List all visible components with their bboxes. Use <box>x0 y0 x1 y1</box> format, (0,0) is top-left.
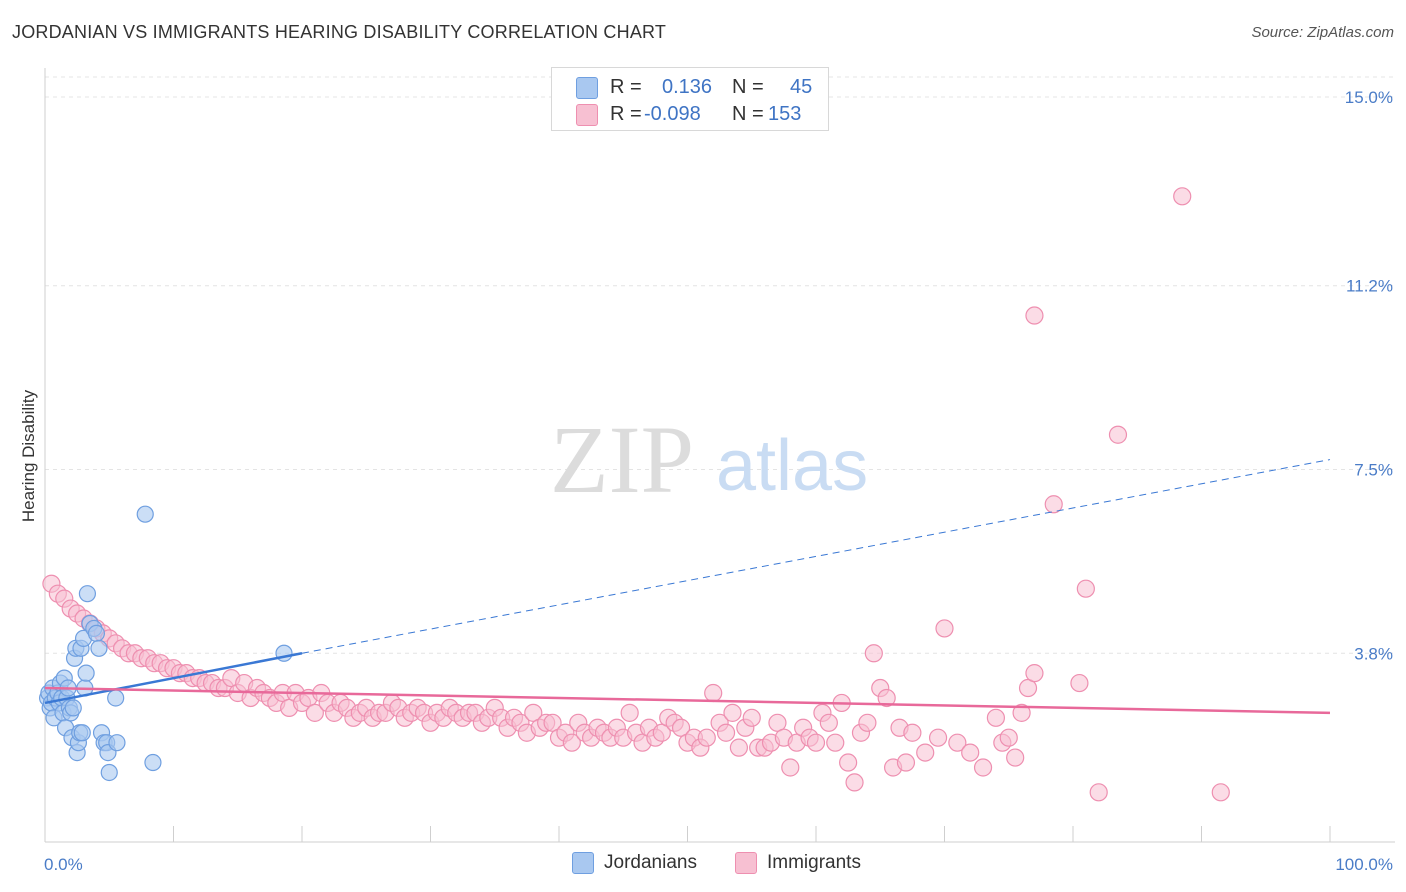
jordanians-trend-dashed <box>301 459 1331 654</box>
immigrants-point <box>948 733 967 752</box>
legend-r-label: R = <box>610 75 642 98</box>
immigrants-point <box>716 723 736 742</box>
legend-r-label: R = <box>610 102 642 125</box>
immigrants-point <box>1173 187 1192 206</box>
legend-item-jordanians[interactable]: Jordanians <box>572 852 697 874</box>
y-axis-label: Hearing Disability <box>19 389 38 522</box>
jordanians-point <box>78 585 97 603</box>
x-tick-labels: 0.0% 100.0% <box>44 855 1393 874</box>
jordanians-point <box>64 699 82 717</box>
axes <box>44 68 1395 843</box>
immigrants-point <box>729 738 749 757</box>
jordanians-point <box>107 689 125 707</box>
immigrants-point <box>928 728 948 747</box>
immigrants-point <box>806 733 826 752</box>
legend-n-label: N = <box>732 75 764 98</box>
jordanians-point <box>90 639 108 657</box>
immigrants-point <box>1108 425 1128 444</box>
immigrants-point <box>1025 664 1044 683</box>
immigrants-point <box>845 773 864 792</box>
jordanians-point <box>100 763 118 782</box>
immigrants-point <box>742 708 761 727</box>
immigrants-point <box>1211 783 1230 802</box>
y-tick-label: 7.5% <box>1354 461 1393 480</box>
legend-swatch-jordanians <box>572 852 594 874</box>
immigrants-point <box>781 758 800 777</box>
immigrants-point <box>1076 579 1095 598</box>
immigrants-point <box>826 733 845 752</box>
y-tick-labels: 3.8% 7.5% 11.2% 15.0% <box>1345 88 1393 663</box>
immigrants-point <box>562 733 581 752</box>
immigrants-point <box>704 683 723 703</box>
jordanians-point <box>108 734 126 752</box>
immigrants-point <box>1012 703 1031 722</box>
series-immigrants <box>42 187 1230 802</box>
chart-title: JORDANIAN VS IMMIGRANTS HEARING DISABILI… <box>12 22 667 42</box>
jordanians-point <box>87 624 106 643</box>
correlation-legend: R = 0.136 N = 45 R = -0.098 N = 153 <box>551 67 829 131</box>
immigrants-point <box>961 743 980 762</box>
legend-r-value: 0.136 <box>662 75 713 98</box>
legend-row-immigrants: R = -0.098 N = 153 <box>552 101 828 127</box>
watermark: ZIP atlas <box>550 406 868 513</box>
grid-lines <box>45 76 1395 654</box>
legend-n-value: 45 <box>790 75 813 98</box>
y-tick-label: 3.8% <box>1354 644 1393 663</box>
legend-label-jordanians: Jordanians <box>604 852 697 873</box>
legend-swatch-immigrants <box>735 852 757 874</box>
legend-swatch-immigrants <box>576 104 598 126</box>
jordanians-trend-solid <box>44 652 303 705</box>
immigrants-point <box>305 703 324 722</box>
immigrants-point <box>1089 783 1108 802</box>
legend-n-label: N = <box>732 102 764 125</box>
immigrants-point <box>999 728 1018 747</box>
immigrants-point <box>1025 306 1044 325</box>
immigrants-point <box>916 743 935 762</box>
legend-item-immigrants[interactable]: Immigrants <box>735 852 861 874</box>
legend-label-immigrants: Immigrants <box>767 852 861 873</box>
series-jordanians <box>38 505 293 782</box>
chart-source: Source: ZipAtlas.com <box>1251 24 1394 41</box>
legend-n-value: 153 <box>768 102 802 125</box>
jordanians-point <box>144 753 162 772</box>
jordanians-point <box>77 664 95 682</box>
jordanians-point <box>136 505 154 523</box>
y-tick-label: 11.2% <box>1346 277 1393 296</box>
legend-r-value: -0.098 <box>644 102 701 125</box>
jordanians-point <box>73 724 91 742</box>
immigrants-point <box>935 619 954 638</box>
immigrants-point <box>819 713 838 732</box>
legend-row-jordanians: R = 0.136 N = 45 <box>552 74 828 100</box>
watermark-atlas: atlas <box>716 426 868 506</box>
immigrants-point <box>973 758 993 777</box>
trend-lines <box>44 459 1331 715</box>
immigrants-point <box>858 713 877 732</box>
immigrants-point <box>896 753 916 772</box>
y-tick-label: 15.0% <box>1345 88 1393 107</box>
immigrants-point <box>620 703 639 722</box>
x-tick-label: 100.0% <box>1335 855 1393 874</box>
immigrants-point <box>1006 748 1025 767</box>
immigrants-point <box>1044 495 1063 514</box>
immigrants-point <box>723 703 742 722</box>
immigrants-point <box>903 723 922 742</box>
watermark-zip: ZIP <box>550 406 694 513</box>
immigrants-point <box>1070 673 1089 693</box>
series-legend: Jordanians Immigrants <box>0 852 1406 878</box>
legend-swatch-jordanians <box>576 77 598 99</box>
immigrants-point <box>697 728 716 747</box>
immigrants-point <box>839 753 858 772</box>
x-tick-label: 0.0% <box>44 855 83 874</box>
immigrants-point <box>986 708 1006 727</box>
immigrants-point <box>864 644 883 663</box>
immigrants-point <box>877 688 896 708</box>
immigrants-trend <box>44 686 1331 715</box>
